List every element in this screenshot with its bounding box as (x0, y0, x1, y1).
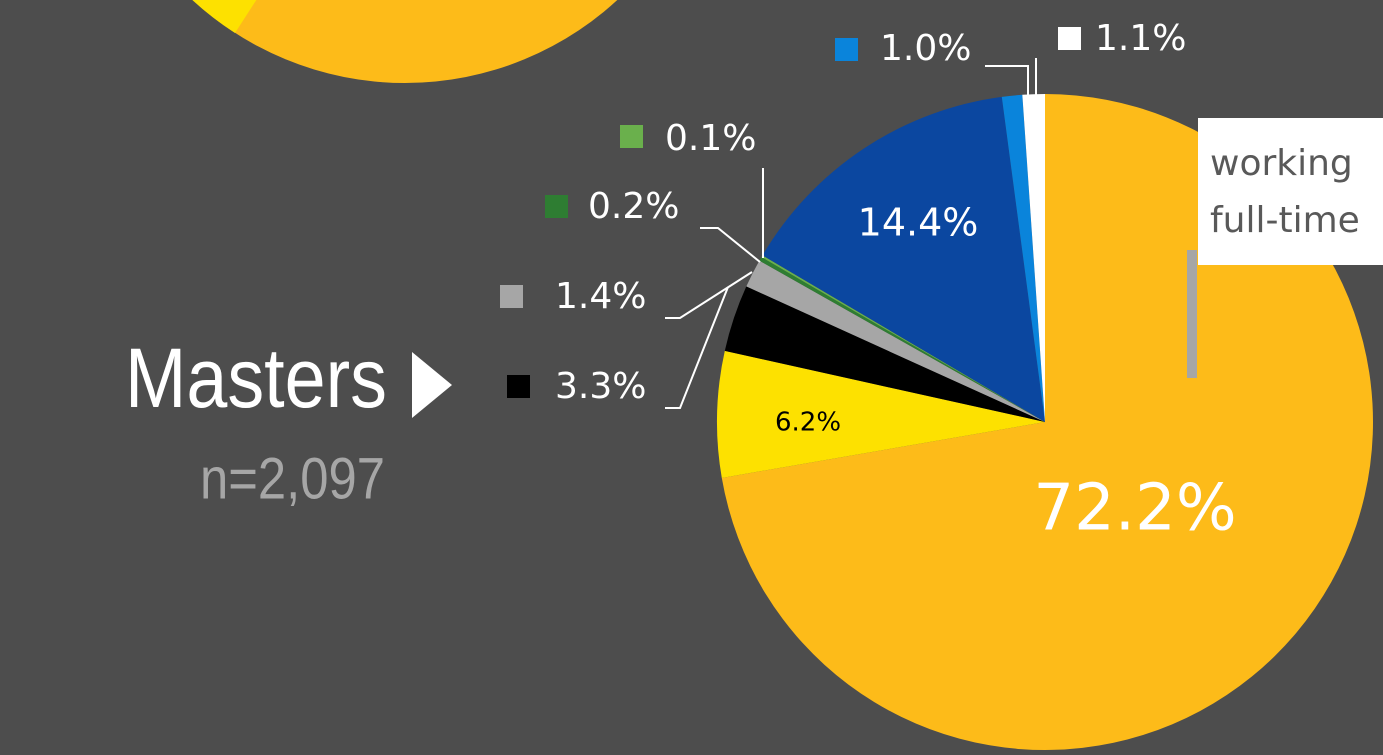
pie-slice (717, 350, 1045, 478)
arrow-icon (412, 352, 452, 418)
chart-subtitle: n=2,097 (200, 446, 385, 511)
data-label: 1.4% (555, 276, 646, 317)
annotation-line: full-time (1210, 200, 1360, 241)
leader-line (985, 65, 1029, 100)
pie-slice (746, 260, 1045, 422)
data-label: 1.0% (880, 28, 971, 69)
data-label: 3.3% (555, 366, 646, 407)
pie-slice (724, 286, 1045, 422)
pie-slice (1001, 94, 1045, 422)
chart-title: Masters (125, 331, 387, 425)
legend-swatch (620, 125, 643, 148)
data-label: 1.1% (1095, 18, 1186, 59)
legend-swatch (1058, 27, 1081, 50)
data-label: 0.2% (588, 186, 679, 227)
pie-slice (759, 257, 1045, 422)
data-label: 0.1% (665, 118, 756, 159)
legend-swatch (545, 195, 568, 218)
data-label: 14.4% (858, 201, 979, 245)
leader-line (700, 227, 761, 263)
pie-slice (762, 96, 1045, 422)
neighbour-pie-slice (192, 0, 257, 33)
pie (717, 94, 1373, 750)
legend-swatch (500, 285, 523, 308)
leader-line (665, 286, 729, 409)
leader-line (665, 271, 753, 319)
annotation-line: working (1210, 143, 1353, 184)
data-label: 6.2% (775, 408, 841, 438)
annotation-box (1198, 118, 1383, 265)
neighbour-pie (192, 0, 618, 83)
data-label: 72.2% (1033, 472, 1236, 546)
pie-slice (1022, 94, 1045, 422)
legend-swatch (507, 375, 530, 398)
pie-slice (761, 255, 1045, 422)
legend-swatch (835, 38, 858, 61)
